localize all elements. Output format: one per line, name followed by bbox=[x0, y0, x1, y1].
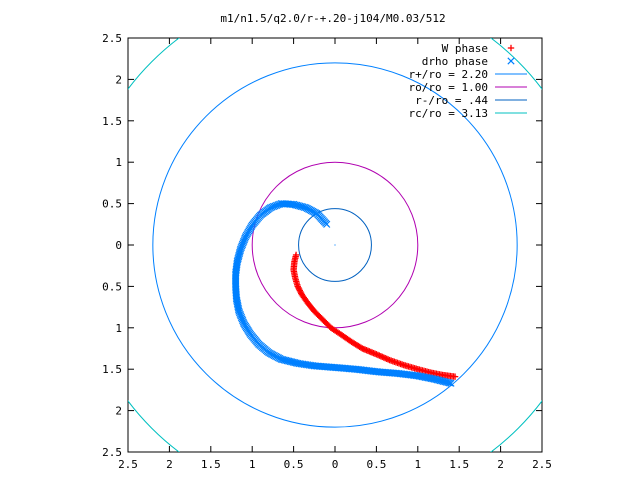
marker-stroke bbox=[442, 378, 451, 386]
y-tick-label: 1.5 bbox=[102, 115, 122, 128]
marker-stroke bbox=[239, 318, 247, 326]
data-points bbox=[232, 199, 459, 387]
legend-label: r-/ro = .44 bbox=[415, 94, 488, 107]
marker-stroke bbox=[439, 377, 448, 386]
marker-stroke bbox=[237, 313, 246, 322]
marker-stroke bbox=[236, 310, 244, 318]
marker-stroke bbox=[444, 378, 452, 387]
marker-stroke bbox=[507, 57, 515, 65]
x-tick-label: 2 bbox=[497, 458, 504, 471]
marker-stroke bbox=[447, 379, 455, 387]
marker-stroke bbox=[237, 312, 245, 320]
marker-stroke bbox=[445, 379, 454, 387]
marker-stroke bbox=[435, 376, 443, 384]
x-tick-label: 1.5 bbox=[201, 458, 221, 471]
y-tick-label: 1.5 bbox=[102, 363, 122, 376]
axis-ticks: 2.5 2 1.5 1 0.5 0 0.5 1 1.5 2 2.52.521.510.500.511… bbox=[102, 32, 552, 471]
legend-marker-swatch bbox=[507, 44, 515, 52]
marker-stroke bbox=[441, 378, 449, 386]
data-point bbox=[445, 379, 454, 387]
marker-stroke bbox=[289, 358, 297, 366]
marker-stroke bbox=[280, 356, 288, 364]
marker-stroke bbox=[285, 357, 293, 365]
x-tick-label: 1 bbox=[249, 458, 256, 471]
marker-stroke bbox=[235, 307, 243, 315]
y-tick-label: 1 bbox=[115, 156, 122, 169]
x-tick-label: 2 bbox=[166, 458, 173, 471]
x-tick-label: 2.5 bbox=[118, 458, 138, 471]
marker-stroke bbox=[294, 202, 302, 210]
marker-stroke bbox=[288, 358, 296, 366]
data-point bbox=[451, 373, 459, 380]
marker-stroke bbox=[299, 203, 307, 211]
reference-circles bbox=[128, 38, 542, 452]
y-tick-label: 0.5 bbox=[102, 198, 122, 211]
legend-label: ro/ro = 1.00 bbox=[409, 81, 488, 94]
y-tick-label: 1 bbox=[115, 322, 122, 335]
y-tick-label: 2.5 bbox=[102, 446, 122, 459]
y-tick-label: 0 bbox=[115, 239, 122, 252]
marker-stroke bbox=[235, 309, 244, 317]
marker-stroke bbox=[235, 306, 243, 314]
marker-stroke bbox=[430, 375, 438, 383]
marker-stroke bbox=[238, 315, 246, 323]
legend-label: r+/ro = 2.20 bbox=[409, 68, 488, 81]
y-tick-label: 2 bbox=[115, 73, 122, 86]
legend-marker-swatch bbox=[507, 57, 515, 65]
legend-label: W phase bbox=[442, 42, 488, 55]
y-tick-label: 2 bbox=[115, 405, 122, 418]
y-tick-label: 0.5 bbox=[102, 280, 122, 293]
marker-stroke bbox=[432, 375, 440, 384]
marker-stroke bbox=[297, 202, 305, 211]
x-tick-label: 1.5 bbox=[449, 458, 469, 471]
legend-label: drho phase bbox=[422, 55, 488, 68]
marker-stroke bbox=[277, 355, 285, 363]
x-tick-label: 0.5 bbox=[284, 458, 304, 471]
reference-circle bbox=[298, 208, 372, 282]
marker-stroke bbox=[438, 377, 446, 385]
marker-stroke bbox=[282, 356, 290, 365]
chart-title: m1/n1.5/q2.0/r-+.20-j104/M0.03/512 bbox=[220, 12, 445, 25]
x-tick-label: 1 bbox=[414, 458, 421, 471]
marker-stroke bbox=[302, 204, 310, 212]
marker-stroke bbox=[296, 202, 304, 210]
marker-stroke bbox=[300, 203, 309, 211]
data-point bbox=[447, 379, 455, 387]
x-tick-label: 2.5 bbox=[532, 458, 552, 471]
x-tick-label: 0.5 bbox=[366, 458, 386, 471]
origin-point bbox=[334, 244, 336, 246]
marker-stroke bbox=[433, 376, 441, 384]
marker-stroke bbox=[234, 304, 242, 312]
y-tick-label: 2.5 bbox=[102, 32, 122, 45]
marker-stroke bbox=[436, 377, 445, 385]
reference-circle bbox=[128, 38, 542, 452]
marker-stroke bbox=[239, 316, 247, 325]
marker-stroke bbox=[279, 356, 287, 364]
x-tick-label: 0 bbox=[332, 458, 339, 471]
marker-stroke bbox=[286, 357, 294, 366]
reference-circle bbox=[152, 62, 518, 428]
marker-stroke bbox=[283, 357, 291, 365]
legend-label: rc/ro = 3.13 bbox=[409, 107, 488, 120]
